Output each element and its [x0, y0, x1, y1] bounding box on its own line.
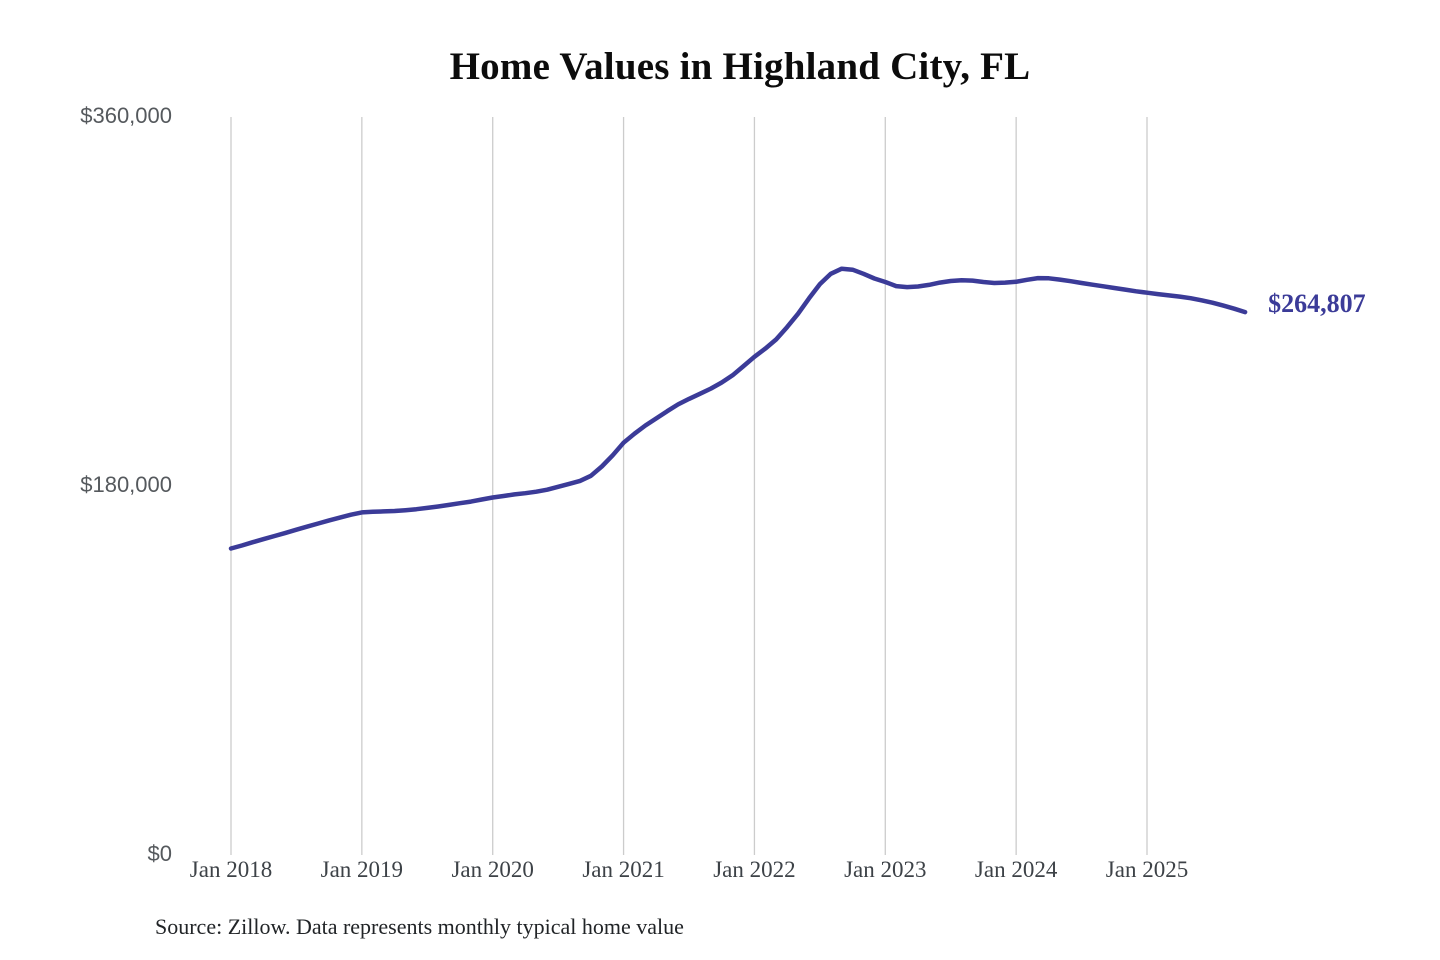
x-tick-label: Jan 2021: [582, 857, 665, 882]
y-tick-label: $360,000: [80, 103, 172, 128]
gridlines: [230, 117, 1148, 855]
x-tick-label: Jan 2025: [1105, 857, 1189, 882]
x-tick-label: Jan 2024: [974, 857, 1058, 882]
chart-title: Home Values in Highland City, FL: [449, 45, 1031, 88]
x-tick-label: Jan 2022: [713, 857, 796, 882]
y-tick-label: $0: [147, 841, 172, 866]
x-tick-label: Jan 2023: [844, 857, 927, 882]
source-note: Source: Zillow. Data represents monthly …: [155, 914, 684, 939]
x-tick-label: Jan 2018: [189, 857, 273, 882]
x-tick-label: Jan 2019: [320, 857, 404, 882]
latest-value-label: $264,807: [1268, 289, 1366, 319]
x-tick-label: Jan 2020: [451, 857, 534, 882]
home-value-line: [228, 266, 1248, 551]
y-tick-label: $180,000: [80, 472, 172, 497]
